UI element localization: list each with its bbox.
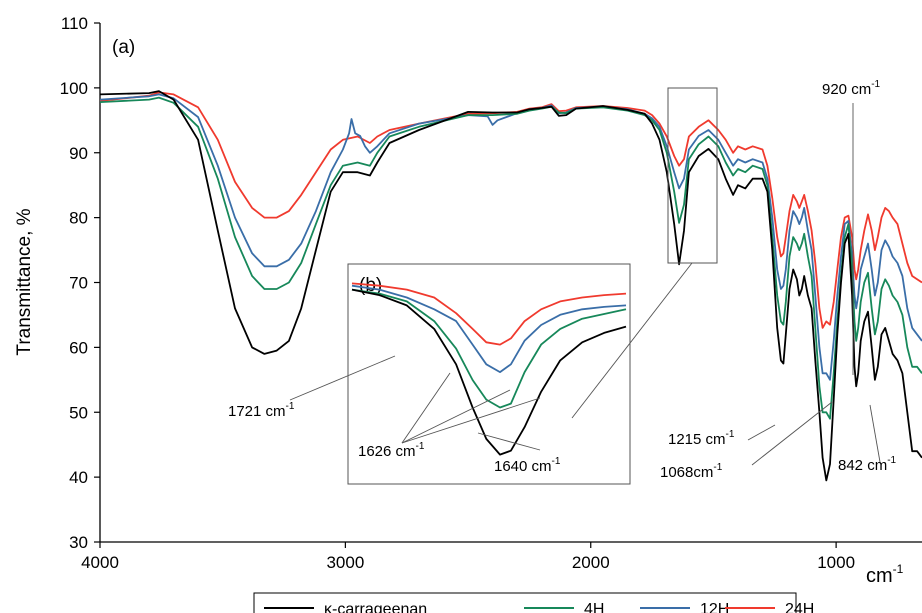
annotation-920: 920 cm-1	[822, 79, 881, 98]
x-tick-label: 2000	[572, 553, 610, 572]
x-axis-ticks: 4000 3000 2000 1000	[81, 542, 855, 572]
annotation-1068: 1068cm-1	[660, 462, 723, 481]
legend-items: κ-carrageenan 4H 12H 24H	[264, 601, 814, 613]
y-axis-ticks: 30 40 50 60 70 80 90 100 110	[60, 14, 100, 552]
leader-1626-b	[401, 389, 511, 444]
inset-series-line--carrageenan	[351, 288, 627, 456]
y-tick-label: 80	[69, 209, 88, 228]
legend-label: 4H	[584, 601, 604, 613]
y-tick-label: 40	[69, 468, 88, 487]
leader-1640	[477, 432, 541, 451]
x-tick-label: 3000	[326, 553, 364, 572]
legend-label: 24H	[785, 601, 814, 613]
leader-842	[869, 404, 881, 463]
y-axis-title: Transmittance, %	[14, 208, 35, 355]
annotation-1640: 1640 cm-1	[494, 456, 561, 475]
annotation-1721: 1721 cm-1	[228, 401, 295, 420]
y-tick-label: 110	[61, 14, 88, 33]
leader-1215	[747, 424, 776, 441]
annotation-1626: 1626 cm-1	[358, 441, 425, 460]
y-tick-label: 100	[60, 79, 88, 98]
series-line-24h	[99, 91, 922, 329]
leader-1721	[289, 355, 396, 401]
x-tick-label: 1000	[817, 553, 855, 572]
x-axis-title: cm-1	[866, 562, 904, 587]
inset-series-line-12h	[351, 284, 627, 373]
legend: κ-carrageenan 4H 12H 24H	[253, 592, 814, 613]
y-tick-label: 30	[69, 533, 88, 552]
x-axis-title-unit: cm	[866, 565, 893, 587]
panel-label-a: (a)	[112, 37, 135, 58]
leader-1626-c	[401, 397, 541, 444]
y-tick-label: 90	[69, 144, 88, 163]
x-tick-label: 4000	[81, 553, 119, 572]
leader-1626-a	[401, 372, 451, 444]
inset-series-group	[351, 282, 627, 456]
inset-series-line-4h	[351, 288, 627, 409]
leader-1068	[751, 401, 833, 466]
series-line-12h	[99, 93, 922, 381]
legend-label: 12H	[700, 601, 729, 613]
annotation-1215: 1215 cm-1	[668, 429, 735, 448]
x-axis-title-sup: -1	[893, 562, 904, 576]
main-series-group	[99, 90, 922, 482]
annotation-leaders	[289, 103, 881, 466]
y-tick-label: 60	[69, 338, 88, 357]
zoom-region-box	[667, 87, 718, 264]
y-tick-label: 50	[69, 403, 88, 422]
annotation-842: 842 cm-1	[838, 455, 897, 474]
series-line-4h	[99, 96, 922, 420]
legend-label: κ-carrageenan	[324, 601, 427, 613]
y-tick-label: 70	[69, 274, 88, 293]
zoom-connector-line	[571, 262, 693, 419]
inset-series-line-24h	[351, 282, 627, 346]
series-line--carrageenan	[99, 90, 922, 482]
